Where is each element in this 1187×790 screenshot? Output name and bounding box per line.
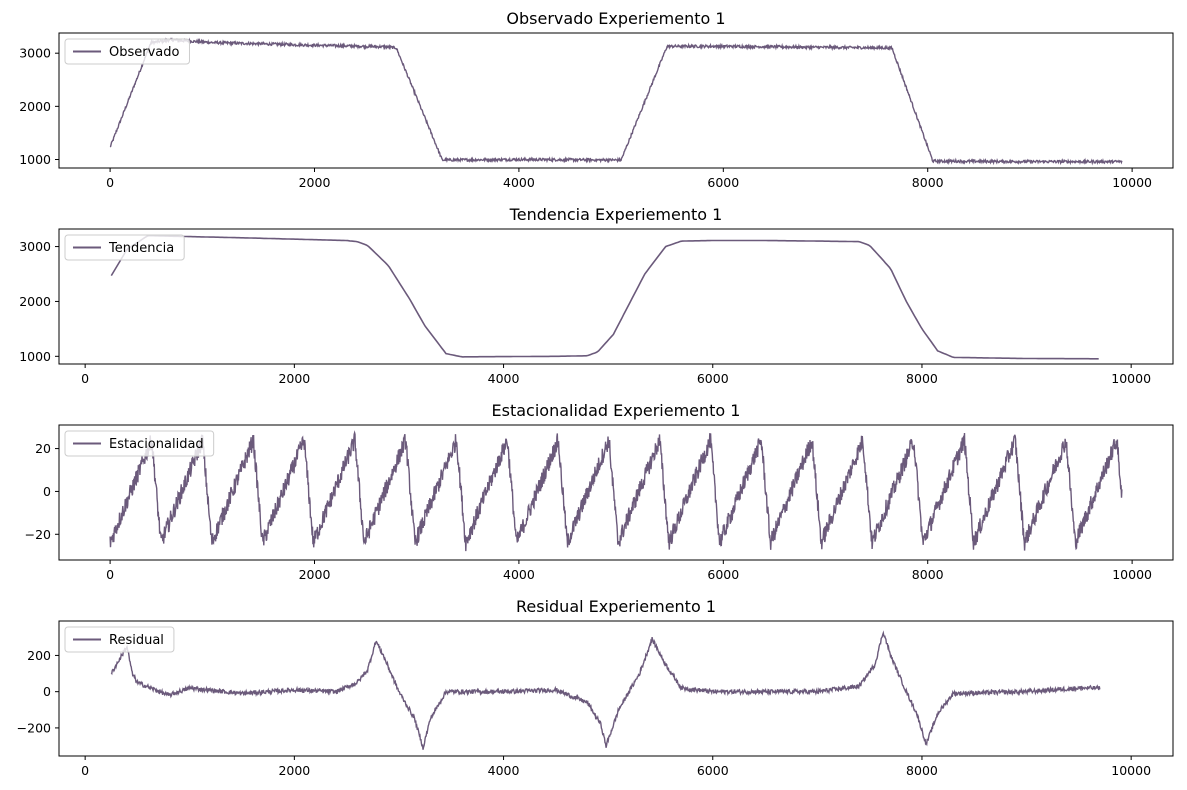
- x-tick-label: 2000: [299, 567, 331, 582]
- x-tick-label: 0: [81, 763, 89, 778]
- x-tick-label: 0: [106, 567, 114, 582]
- legend: Estacionalidad: [64, 430, 215, 457]
- y-tick-label: −20: [25, 527, 51, 542]
- y-tick-label: 3000: [19, 239, 51, 254]
- y-tick-label: 0: [43, 484, 51, 499]
- y-tick-label: 20: [35, 441, 51, 456]
- legend: Tendencia: [64, 234, 185, 261]
- y-tick-label: 3000: [19, 46, 51, 61]
- legend-label: Observado: [109, 45, 180, 60]
- x-tick-label: 4000: [488, 763, 520, 778]
- legend-label: Tendencia: [108, 241, 174, 256]
- chart-panel-1: 0 2000 4000 6000 8000 10000 1000 2000 3000 Observ…: [19, 9, 1174, 190]
- x-tick-label: 4000: [503, 567, 535, 582]
- x-tick-label: 4000: [503, 175, 535, 190]
- x-tick-label: 2000: [278, 371, 310, 386]
- y-tick-label: 200: [27, 648, 51, 663]
- x-tick-label: 4000: [488, 371, 520, 386]
- y-tick-label: 2000: [19, 99, 51, 114]
- series-line: [110, 234, 1099, 360]
- chart-panel-3: 0 2000 4000 6000 8000 10000 −20 0 20 Estacionalid…: [25, 401, 1174, 582]
- series-line: [110, 630, 1101, 750]
- chart-title: Residual Experiemento 1: [516, 597, 716, 616]
- y-tick-label: −200: [17, 720, 51, 735]
- x-tick-label: 10000: [1112, 175, 1152, 190]
- chart-panel-4: 0 2000 4000 6000 8000 10000 −200 0 200 Residual E…: [17, 597, 1174, 778]
- legend-label: Residual: [109, 633, 164, 648]
- chart-title: Estacionalidad Experiemento 1: [492, 401, 741, 420]
- x-tick-label: 6000: [707, 567, 739, 582]
- x-tick-label: 2000: [278, 763, 310, 778]
- series-line: [109, 430, 1123, 552]
- x-tick-label: 0: [106, 175, 114, 190]
- x-tick-label: 8000: [906, 371, 938, 386]
- x-tick-label: 10000: [1112, 567, 1152, 582]
- x-tick-label: 10000: [1111, 371, 1151, 386]
- chart-title: Observado Experiemento 1: [506, 9, 725, 28]
- axes-frame: [58, 228, 1174, 365]
- axes-frame: [58, 32, 1174, 169]
- legend-label: Estacionalidad: [109, 437, 204, 452]
- x-tick-label: 8000: [906, 763, 938, 778]
- y-tick-label: 1000: [19, 152, 51, 167]
- x-tick-label: 8000: [912, 175, 944, 190]
- axes-frame: [58, 424, 1174, 561]
- y-tick-label: 2000: [19, 294, 51, 309]
- x-tick-label: 8000: [912, 567, 944, 582]
- series-line: [109, 37, 1123, 166]
- x-tick-label: 6000: [697, 763, 729, 778]
- x-tick-label: 6000: [697, 371, 729, 386]
- chart-title: Tendencia Experiemento 1: [509, 205, 723, 224]
- legend: Observado: [64, 38, 190, 65]
- x-tick-label: 2000: [299, 175, 331, 190]
- y-tick-label: 0: [43, 684, 51, 699]
- legend: Residual: [64, 626, 175, 653]
- chart-panel-2: 0 2000 4000 6000 8000 10000 1000 2000 3000 Tenden…: [19, 205, 1174, 386]
- x-tick-label: 0: [81, 371, 89, 386]
- y-tick-label: 1000: [19, 349, 51, 364]
- x-tick-label: 6000: [707, 175, 739, 190]
- x-tick-label: 10000: [1111, 763, 1151, 778]
- axes-frame: [58, 620, 1174, 757]
